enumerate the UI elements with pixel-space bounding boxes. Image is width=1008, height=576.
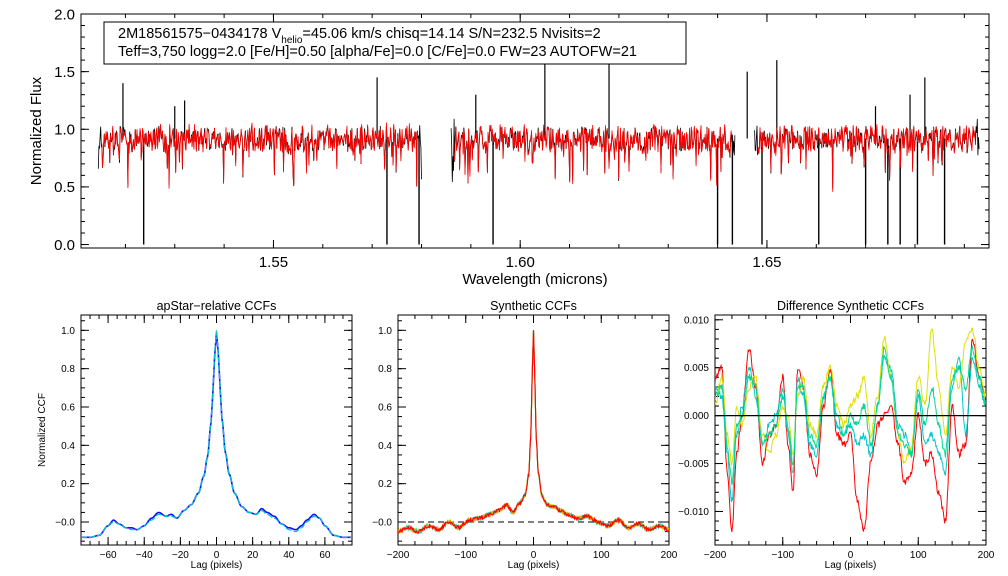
fit-statistics: =45.06 km/s chisq=14.14 S/N=232.5 Nvisit…: [302, 26, 600, 42]
difference-y-tick-label: −0.010: [678, 507, 709, 518]
apstar-x-tick-label: 20: [247, 550, 259, 561]
difference-ccf-line: [715, 338, 986, 533]
spectrum-y-tick-label: 1.0: [54, 122, 75, 139]
spectrum-y-axis-label: Normalized Flux: [28, 76, 45, 185]
spectrum-y-tick-label: 0.0: [54, 237, 75, 254]
apstar-ccf-line: [81, 332, 352, 539]
synthetic-x-tick-label: −200: [387, 550, 410, 561]
synthetic-x-tick-label: 0: [531, 550, 537, 561]
spectrum-plot-frame: [80, 13, 990, 249]
difference-ccf-line: [715, 327, 986, 466]
spectrum-x-axis-label: Wavelength (microns): [462, 271, 607, 288]
synthetic-ccf-line: [398, 330, 669, 535]
spectrum-y-tick-label: 0.5: [54, 179, 75, 196]
synthetic-ccf-line: [398, 330, 669, 534]
difference-y-tick-label: −0.005: [678, 459, 709, 470]
spectrum-x-tick-label: 1.55: [259, 254, 288, 271]
difference-ccf-line: [715, 344, 986, 486]
apstar-y-tick-label: 1.0: [61, 326, 75, 337]
synthetic-x-tick-label: 100: [593, 550, 610, 561]
apstar-x-axis-label: Lag (pixels): [191, 560, 243, 571]
model-spectrum-chip: [101, 122, 419, 189]
synthetic-y-tick-label: 1.0: [378, 326, 392, 337]
difference-title: Difference Synthetic CCFs: [777, 299, 924, 313]
synthetic-y-tick-label: −0.0: [372, 518, 392, 529]
synthetic-ccf-line: [398, 330, 669, 534]
difference-x-tick-label: −200: [704, 550, 727, 561]
apstar-x-tick-label: −20: [172, 550, 189, 561]
apstar-plot-frame: [80, 314, 353, 546]
spectrum-x-tick-label: 1.60: [506, 254, 535, 271]
spectrum-info-box: [103, 21, 687, 65]
apstar-x-tick-label: 60: [319, 550, 331, 561]
apstar-x-tick-label: −60: [100, 550, 117, 561]
model-spectrum-chip: [454, 123, 732, 186]
synthetic-ccf-line: [398, 330, 669, 534]
velocity-subscript: helio: [281, 35, 303, 46]
synthetic-y-tick-label: 0.8: [378, 364, 392, 375]
difference-y-tick-label: 0.005: [684, 363, 709, 374]
apstar-y-axis-label: Normalized CCF: [37, 393, 48, 467]
spectrum-x-tick-label: 1.65: [752, 254, 781, 271]
difference-x-tick-label: −100: [771, 550, 794, 561]
difference-plot-frame: [714, 314, 987, 546]
synthetic-y-tick-label: 0.2: [378, 479, 392, 490]
synthetic-y-tick-label: 0.4: [378, 441, 392, 452]
apstar-x-tick-label: 40: [283, 550, 295, 561]
apstar-y-tick-label: −0.0: [55, 518, 75, 529]
difference-x-tick-label: 0: [848, 550, 854, 561]
apstar-y-tick-label: 0.8: [61, 364, 75, 375]
difference-x-tick-label: 200: [978, 550, 995, 561]
apstar-ccf-line: [81, 330, 352, 538]
difference-x-axis-label: Lag (pixels): [825, 560, 877, 571]
apstar-y-tick-label: 0.6: [61, 403, 75, 414]
apstar-y-tick-label: 0.4: [61, 441, 75, 452]
spectrum-y-tick-label: 2.0: [54, 6, 75, 23]
difference-x-tick-label: 100: [910, 550, 927, 561]
synthetic-x-tick-label: 200: [661, 550, 678, 561]
synthetic-title: Synthetic CCFs: [490, 299, 577, 313]
spectrum-y-tick-label: 1.5: [54, 64, 75, 81]
apstar-title: apStar−relative CCFs: [157, 299, 277, 313]
apstar-x-tick-label: −40: [136, 550, 153, 561]
difference-y-tick-label: 0.010: [684, 315, 709, 326]
apstar-y-tick-label: 0.2: [61, 479, 75, 490]
difference-ccf-line: [715, 355, 986, 502]
spectrum-info-line-2: Teff=3,750 logg=2.0 [Fe/H]=0.50 [alpha/F…: [118, 44, 637, 60]
difference-y-tick-label: 0.000: [684, 411, 709, 422]
star-id-and-velocity-label: 2M18561575−0434178 V: [118, 26, 282, 42]
spectrum-info-line-1: 2M18561575−0434178 Vhelio=45.06 km/s chi…: [118, 26, 601, 46]
synthetic-x-tick-label: −100: [454, 550, 477, 561]
model-spectrum-chip: [757, 124, 976, 192]
synthetic-y-tick-label: 0.6: [378, 403, 392, 414]
synthetic-x-axis-label: Lag (pixels): [508, 560, 560, 571]
apstar-x-tick-label: 0: [214, 550, 220, 561]
synthetic-ccf-line: [398, 330, 669, 535]
